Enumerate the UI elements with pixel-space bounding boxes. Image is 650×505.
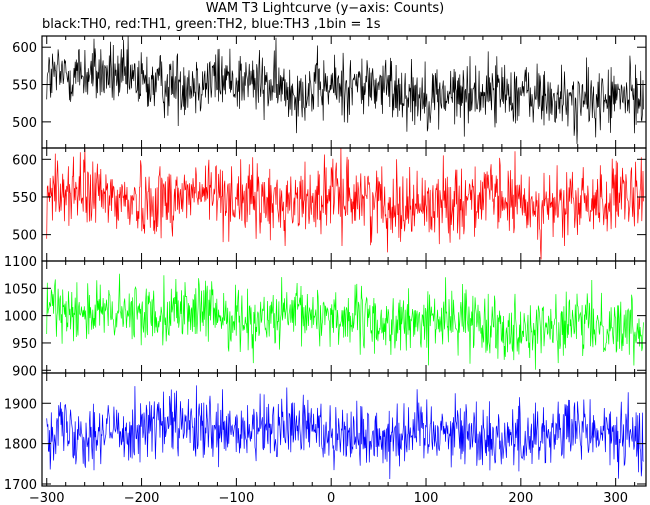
y-tick-label: 550	[12, 79, 37, 94]
y-tick-label: 600	[12, 153, 37, 168]
x-tick-label: −200	[124, 491, 160, 505]
panel-frame-th3	[41, 372, 647, 487]
y-tick-label: 500	[12, 229, 37, 244]
x-tick-label: 0	[327, 491, 335, 505]
y-tick-label: 1800	[4, 438, 37, 453]
series-line-th0	[46, 36, 644, 145]
y-tick-label: 1000	[4, 310, 37, 325]
y-tick-label: 600	[12, 41, 37, 56]
y-tick-label: 1900	[4, 397, 37, 412]
series-line-th1	[46, 148, 644, 260]
x-tick-label: 100	[414, 491, 439, 505]
y-tick-label: 950	[12, 337, 37, 352]
x-tick-label: 200	[508, 491, 533, 505]
y-tick-label: 1050	[4, 282, 37, 297]
series-line-th2	[46, 273, 644, 370]
y-tick-label: 500	[12, 116, 37, 131]
series-line-th3	[46, 385, 644, 480]
x-tick-label: −100	[219, 491, 255, 505]
chart-title: WAM T3 Lightcurve (y−axis: Counts)	[205, 1, 445, 16]
y-tick-label: 1700	[4, 478, 37, 493]
x-tick-label: −300	[29, 491, 65, 505]
y-tick-label: 900	[12, 364, 37, 379]
y-tick-label: 1100	[4, 255, 37, 270]
y-tick-label: 550	[12, 191, 37, 206]
x-tick-label: 300	[603, 491, 628, 505]
chart-subtitle: black:TH0, red:TH1, green:TH2, blue:TH3 …	[42, 17, 381, 32]
